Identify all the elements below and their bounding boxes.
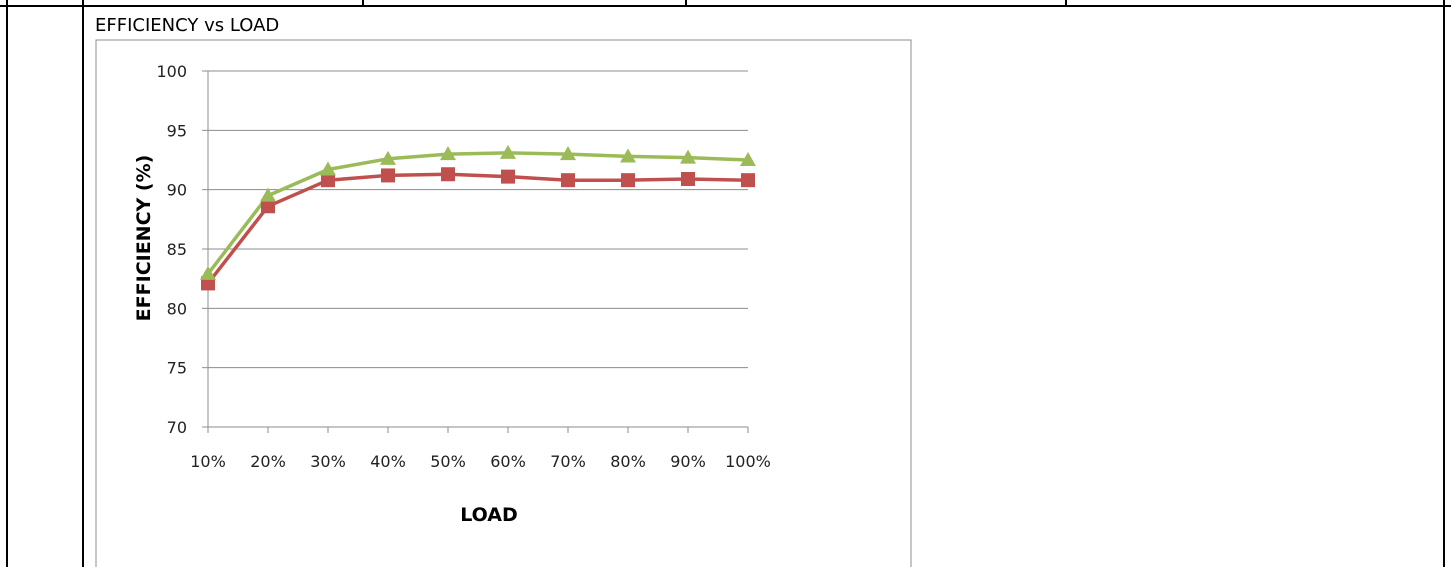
series-1-point-10 — [741, 173, 755, 188]
series-1-point-2 — [261, 199, 275, 214]
series-2-point-1 — [200, 265, 216, 280]
series-markers — [200, 144, 756, 291]
series-2-point-7 — [560, 146, 576, 161]
x-tick-label-3: 30% — [310, 452, 346, 471]
series-1-point-6 — [501, 169, 515, 184]
y-axis-title: EFFICIENCY (%) — [133, 155, 155, 322]
series-1-point-5 — [441, 167, 455, 182]
x-axis-title: LOAD — [460, 504, 518, 526]
y-tick-label-80: 80 — [167, 299, 187, 318]
x-tick-label-1: 10% — [190, 452, 226, 471]
y-tick-label-85: 85 — [167, 240, 187, 259]
series-2-point-3 — [320, 161, 336, 176]
series-2-point-8 — [620, 148, 636, 163]
x-tick-labels: 10% 20% 30% 40% 50% 60% 70% 80% 90% 100% — [190, 452, 771, 471]
efficiency-line-chart: 70 75 80 85 90 95 100 10% 20% 30% 40% 50% 60% 70% 80%… — [133, 62, 771, 526]
x-tick-label-9: 90% — [670, 452, 706, 471]
series-1-line — [206, 172, 749, 285]
series-2-point-6 — [500, 144, 516, 159]
series-2-point-10 — [740, 152, 756, 166]
x-tick-label-5: 50% — [430, 452, 466, 471]
series-2-point-4 — [380, 150, 396, 165]
y-tick-label-100: 100 — [156, 62, 187, 81]
x-tick-label-6: 60% — [490, 452, 526, 471]
axes — [202, 70, 749, 433]
y-tick-label-70: 70 — [167, 418, 187, 437]
x-tick-label-8: 80% — [610, 452, 646, 471]
series-1-point-3 — [321, 173, 335, 188]
y-tick-label-90: 90 — [167, 181, 187, 200]
series-1-point-9 — [681, 171, 695, 186]
series-2-point-5 — [440, 146, 456, 161]
series-1-point-7 — [561, 173, 575, 188]
series-2-point-9 — [680, 149, 696, 164]
gridlines — [208, 70, 748, 369]
y-tick-labels: 70 75 80 85 90 95 100 — [156, 62, 187, 437]
chart-area-border — [95, 39, 912, 567]
x-tick-label-10: 100% — [725, 452, 771, 471]
chart-caption: EFFICIENCY vs LOAD — [95, 15, 279, 36]
x-tick-label-7: 70% — [550, 452, 586, 471]
series-2-line — [206, 151, 749, 275]
y-tick-label-95: 95 — [167, 121, 187, 140]
y-tick-label-75: 75 — [167, 359, 187, 378]
series-1-point-8 — [621, 173, 635, 188]
x-tick-label-4: 40% — [370, 452, 406, 471]
series-1-point-4 — [381, 168, 395, 183]
series-lines — [206, 151, 749, 285]
series-2-point-2 — [260, 187, 276, 202]
x-tick-label-2: 20% — [250, 452, 286, 471]
